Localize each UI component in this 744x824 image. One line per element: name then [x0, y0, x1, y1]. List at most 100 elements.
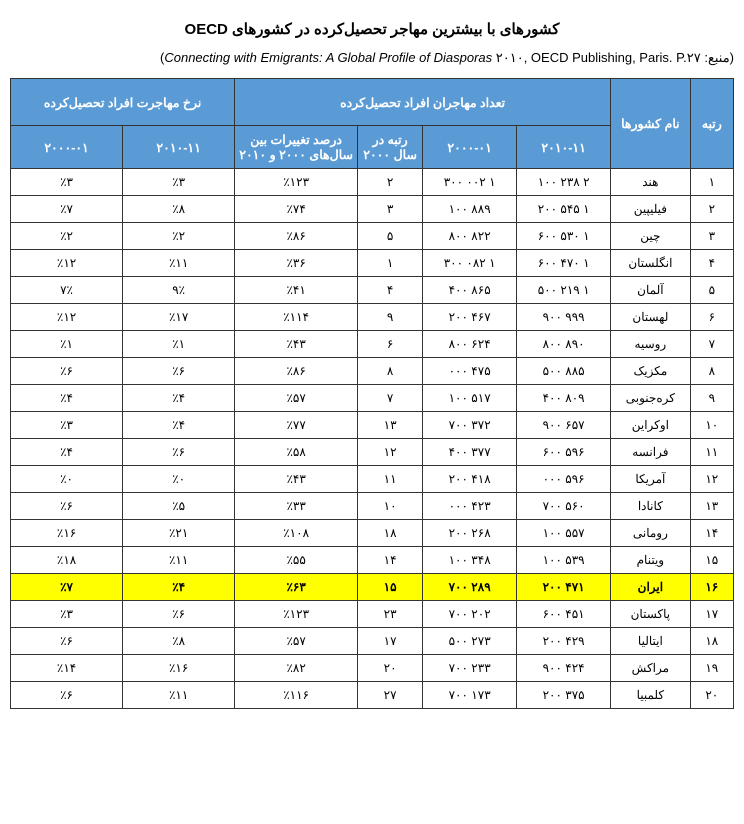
cell-y2000: ۳۷۲ ۷۰۰: [423, 412, 517, 439]
data-table: رتبه نام کشورها تعداد مهاجران افراد تحصی…: [10, 78, 734, 709]
cell-name: فیلیپین: [611, 196, 691, 223]
cell-change: ٪۱۱۶: [235, 682, 358, 709]
cell-name: کره‌جنوبی: [611, 385, 691, 412]
table-row: ۱۸ایتالیا۴۲۹ ۲۰۰۲۷۳ ۵۰۰۱۷٪۵۷٪۸٪۶: [11, 628, 734, 655]
cell-change: ٪۴۳: [235, 466, 358, 493]
cell-rank2000: ۶: [358, 331, 423, 358]
cell-rate2010: ٪۲۱: [123, 520, 235, 547]
source-prefix: (منبع:: [701, 50, 734, 65]
source-year: ۲۰۱۰,: [492, 50, 531, 65]
cell-change: ٪۸۲: [235, 655, 358, 682]
cell-rate2000: ٪۴: [11, 385, 123, 412]
cell-change: ٪۳۳: [235, 493, 358, 520]
cell-change: ٪۶۳: [235, 574, 358, 601]
cell-change: ٪۴۱: [235, 277, 358, 304]
th-y2000: ۲۰۰۰-۰۱: [423, 126, 517, 169]
cell-rank: ۲۰: [690, 682, 733, 709]
cell-y2000: ۸۶۵ ۴۰۰: [423, 277, 517, 304]
table-body: ۱هند۲ ۲۳۸ ۱۰۰۱ ۰۰۲ ۳۰۰۲٪۱۲۳٪۳٪۳۲فیلیپین۱…: [11, 169, 734, 709]
cell-rate2000: ٪۶: [11, 358, 123, 385]
cell-y2010: ۱ ۴۷۰ ۶۰۰: [517, 250, 611, 277]
cell-name: اوکراین: [611, 412, 691, 439]
cell-y2010: ۵۶۰ ۷۰۰: [517, 493, 611, 520]
cell-rank: ۴: [690, 250, 733, 277]
cell-y2000: ۳۴۸ ۱۰۰: [423, 547, 517, 574]
table-row: ۷روسیه۸۹۰ ۸۰۰۶۲۴ ۸۰۰۶٪۴۳٪۱٪۱: [11, 331, 734, 358]
cell-rank: ۱۹: [690, 655, 733, 682]
table-row: ۱هند۲ ۲۳۸ ۱۰۰۱ ۰۰۲ ۳۰۰۲٪۱۲۳٪۳٪۳: [11, 169, 734, 196]
cell-rank2000: ۱۸: [358, 520, 423, 547]
cell-rate2000: ٪۱۸: [11, 547, 123, 574]
cell-name: فرانسه: [611, 439, 691, 466]
cell-rate2000: ٪۱۴: [11, 655, 123, 682]
cell-rate2010: ٪۴: [123, 412, 235, 439]
cell-rank: ۲: [690, 196, 733, 223]
cell-rate2000: ٪۷: [11, 196, 123, 223]
source-tail: OECD Publishing, Paris. P.۲۷: [531, 50, 701, 65]
cell-rate2000: ٪۶: [11, 493, 123, 520]
cell-change: ٪۱۰۸: [235, 520, 358, 547]
cell-y2010: ۵۹۶ ۶۰۰: [517, 439, 611, 466]
cell-y2010: ۸۰۹ ۴۰۰: [517, 385, 611, 412]
cell-rate2000: ٪۷: [11, 574, 123, 601]
table-row: ۲۰کلمبیا۳۷۵ ۲۰۰۱۷۳ ۷۰۰۲۷٪۱۱۶٪۱۱٪۶: [11, 682, 734, 709]
cell-rank: ۶: [690, 304, 733, 331]
cell-name: پاکستان: [611, 601, 691, 628]
cell-rank2000: ۵: [358, 223, 423, 250]
cell-name: مکزیک: [611, 358, 691, 385]
cell-change: ٪۵۷: [235, 385, 358, 412]
cell-y2000: ۶۲۴ ۸۰۰: [423, 331, 517, 358]
cell-rank: ۹: [690, 385, 733, 412]
cell-rate2000: ۷٪: [11, 277, 123, 304]
cell-rate2010: ٪۸: [123, 196, 235, 223]
cell-rate2010: ٪۶: [123, 601, 235, 628]
cell-name: کلمبیا: [611, 682, 691, 709]
cell-y2010: ۵۳۹ ۱۰۰: [517, 547, 611, 574]
cell-name: چین: [611, 223, 691, 250]
table-row: ۱۱فرانسه۵۹۶ ۶۰۰۳۷۷ ۴۰۰۱۲٪۵۸٪۶٪۴: [11, 439, 734, 466]
cell-change: ٪۴۳: [235, 331, 358, 358]
cell-y2000: ۱ ۰۸۲ ۳۰۰: [423, 250, 517, 277]
cell-rate2000: ٪۱: [11, 331, 123, 358]
cell-y2000: ۱۷۳ ۷۰۰: [423, 682, 517, 709]
cell-y2000: ۱ ۰۰۲ ۳۰۰: [423, 169, 517, 196]
th-group-rate: نرخ مهاجرت افراد تحصیل‌کرده: [11, 79, 235, 126]
cell-name: لهستان: [611, 304, 691, 331]
cell-rank: ۱۸: [690, 628, 733, 655]
cell-y2000: ۳۷۷ ۴۰۰: [423, 439, 517, 466]
cell-name: ایران: [611, 574, 691, 601]
cell-y2000: ۲۷۳ ۵۰۰: [423, 628, 517, 655]
cell-rank: ۱۲: [690, 466, 733, 493]
cell-change: ٪۷۷: [235, 412, 358, 439]
page-title: کشورهای با بیشترین مهاجر تحصیل‌کرده در ک…: [10, 20, 734, 38]
table-row: ۳چین۱ ۵۳۰ ۶۰۰۸۲۲ ۸۰۰۵٪۸۶٪۲٪۲: [11, 223, 734, 250]
cell-rate2010: ٪۰: [123, 466, 235, 493]
cell-rate2010: ٪۱۱: [123, 682, 235, 709]
table-row: ۱۳کانادا۵۶۰ ۷۰۰۴۲۳ ۰۰۰۱۰٪۳۳٪۵٪۶: [11, 493, 734, 520]
cell-rank2000: ۲۳: [358, 601, 423, 628]
cell-y2010: ۴۲۹ ۲۰۰: [517, 628, 611, 655]
cell-rank: ۵: [690, 277, 733, 304]
cell-rate2000: ٪۱۲: [11, 304, 123, 331]
table-row: ۵آلمان۱ ۲۱۹ ۵۰۰۸۶۵ ۴۰۰۴٪۴۱۹٪۷٪: [11, 277, 734, 304]
source-italic: Connecting with Emigrants: A Global Prof…: [164, 50, 492, 65]
cell-change: ٪۸۶: [235, 223, 358, 250]
cell-rank: ۱۶: [690, 574, 733, 601]
table-row: ۶لهستان۹۹۹ ۹۰۰۴۶۷ ۲۰۰۹٪۱۱۴٪۱۷٪۱۲: [11, 304, 734, 331]
cell-rank2000: ۱۵: [358, 574, 423, 601]
cell-rank2000: ۲: [358, 169, 423, 196]
cell-rank2000: ۱۱: [358, 466, 423, 493]
cell-change: ٪۸۶: [235, 358, 358, 385]
cell-rate2010: ٪۱۷: [123, 304, 235, 331]
table-head: رتبه نام کشورها تعداد مهاجران افراد تحصی…: [11, 79, 734, 169]
cell-y2000: ۸۸۹ ۱۰۰: [423, 196, 517, 223]
cell-rank: ۱۳: [690, 493, 733, 520]
cell-rank2000: ۱۲: [358, 439, 423, 466]
cell-rank: ۱۱: [690, 439, 733, 466]
cell-name: روسیه: [611, 331, 691, 358]
cell-name: انگلستان: [611, 250, 691, 277]
table-row: ۹کره‌جنوبی۸۰۹ ۴۰۰۵۱۷ ۱۰۰۷٪۵۷٪۴٪۴: [11, 385, 734, 412]
th-name: نام کشورها: [611, 79, 691, 169]
cell-rank: ۱: [690, 169, 733, 196]
cell-rate2000: ٪۶: [11, 682, 123, 709]
